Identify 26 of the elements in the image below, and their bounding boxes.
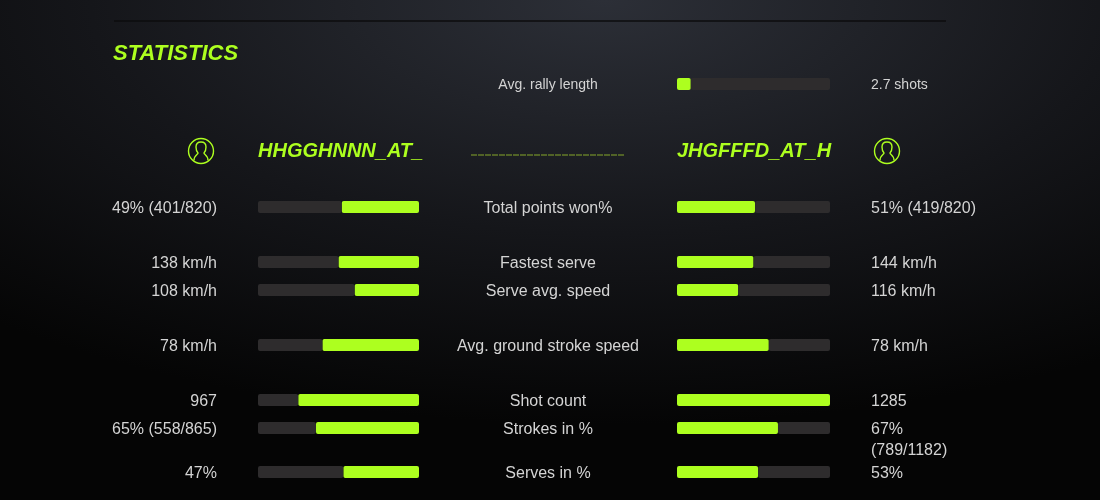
legend-label: HHGGHNNN_AT_ xyxy=(258,139,424,161)
text: 53% xyxy=(871,463,904,481)
y-tick-label: Total points won% xyxy=(483,198,613,216)
y-tick-label: Strokes in % xyxy=(503,419,593,437)
text: 116 km/h xyxy=(871,281,936,299)
text: 65% (558/865) xyxy=(112,419,217,437)
chart-title: STATISTICS xyxy=(113,39,239,65)
y-tick-label: Fastest serve xyxy=(499,253,597,271)
text: 108 km/h xyxy=(151,281,217,299)
text: 1285 xyxy=(871,391,907,409)
y-tick-label: Avg. ground stroke speed xyxy=(456,336,640,354)
y-tick-label: Serve avg. speed xyxy=(485,281,611,299)
text: 51% (419/820) xyxy=(871,198,976,216)
y-tick-label: Avg. rally length xyxy=(498,76,598,92)
text: 967 xyxy=(190,391,218,409)
text: 47% xyxy=(184,463,217,481)
text: 144 km/h xyxy=(871,253,937,271)
text: 2.7 shots xyxy=(871,76,928,92)
legend-label: JHGFFFD_AT_H xyxy=(677,139,832,161)
y-tick-label: Shot count xyxy=(509,391,587,409)
text: 138 km/h xyxy=(151,253,217,271)
text: 78 km/h xyxy=(871,336,928,354)
text: 67% (789/1182) xyxy=(871,419,948,458)
text: 49% (401/820) xyxy=(112,198,217,216)
y-tick-label: Serves in % xyxy=(505,463,591,481)
text: 78 km/h xyxy=(160,336,217,354)
